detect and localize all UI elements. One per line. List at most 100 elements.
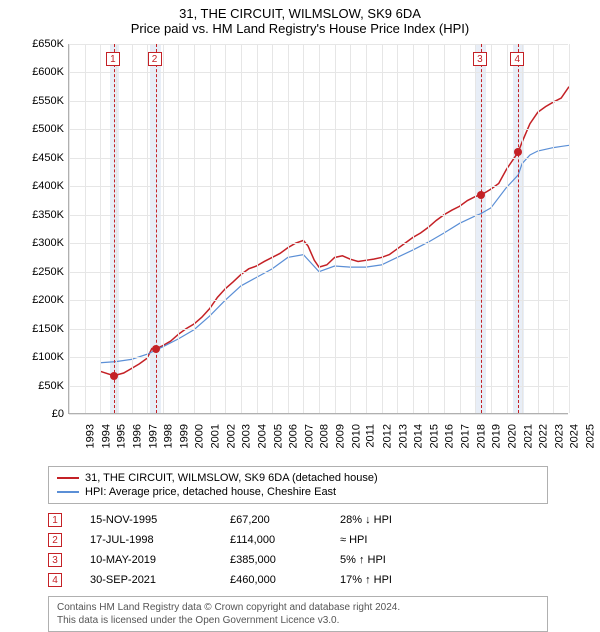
x-tick-label: 2021	[522, 424, 534, 448]
sales-row-date: 15-NOV-1995	[90, 514, 230, 526]
y-tick-label: £450K	[20, 152, 64, 164]
gridline-v	[366, 44, 367, 413]
gridline-v	[257, 44, 258, 413]
gridline-v	[288, 44, 289, 413]
legend-label: 31, THE CIRCUIT, WILMSLOW, SK9 6DA (deta…	[85, 472, 378, 484]
x-tick-label: 1993	[84, 424, 96, 448]
y-tick-label: £550K	[20, 95, 64, 107]
y-tick-label: £150K	[20, 323, 64, 335]
gridline-v	[522, 44, 523, 413]
x-tick-label: 2002	[225, 424, 237, 448]
gridline-v	[350, 44, 351, 413]
sales-row-date: 17-JUL-1998	[90, 534, 230, 546]
gridline-v	[147, 44, 148, 413]
sales-row-price: £385,000	[230, 554, 340, 566]
x-tick-label: 2014	[413, 424, 425, 448]
x-tick-label: 1996	[131, 424, 143, 448]
gridline-v	[569, 44, 570, 413]
sales-row-date: 30-SEP-2021	[90, 574, 230, 586]
x-tick-label: 1999	[178, 424, 190, 448]
gridline-h	[69, 414, 568, 415]
sales-row: 430-SEP-2021£460,00017% ↑ HPI	[48, 570, 600, 590]
x-tick-label: 2006	[288, 424, 300, 448]
y-tick-label: £250K	[20, 266, 64, 278]
gridline-v	[413, 44, 414, 413]
x-tick-label: 2012	[381, 424, 393, 448]
y-tick-label: £200K	[20, 294, 64, 306]
sales-row-date: 10-MAY-2019	[90, 554, 230, 566]
gridline-v	[69, 44, 70, 413]
sales-row: 217-JUL-1998£114,000≈ HPI	[48, 530, 600, 550]
gridline-v	[428, 44, 429, 413]
x-tick-label: 2001	[209, 424, 221, 448]
sales-row: 3 10-MAY-2019£385,0005% ↑ HPI	[48, 550, 600, 570]
x-tick-label: 2019	[491, 424, 503, 448]
legend-label: HPI: Average price, detached house, Ches…	[85, 486, 336, 498]
x-tick-label: 2024	[569, 424, 581, 448]
x-tick-label: 2013	[397, 424, 409, 448]
x-tick-label: 2005	[272, 424, 284, 448]
x-tick-label: 2016	[444, 424, 456, 448]
sales-row-price: £67,200	[230, 514, 340, 526]
x-tick-label: 2017	[459, 424, 471, 448]
marker-number-box: 4	[510, 52, 524, 66]
gridline-v	[491, 44, 492, 413]
sales-row-price: £460,000	[230, 574, 340, 586]
sale-dot	[514, 148, 522, 156]
gridline-v	[382, 44, 383, 413]
legend-swatch	[57, 477, 79, 479]
y-tick-label: £350K	[20, 209, 64, 221]
gridline-v	[460, 44, 461, 413]
legend-row-price-paid: 31, THE CIRCUIT, WILMSLOW, SK9 6DA (deta…	[57, 471, 539, 485]
gridline-v	[132, 44, 133, 413]
sales-row-delta: 5% ↑ HPI	[340, 554, 460, 566]
gridline-v	[538, 44, 539, 413]
gridline-v	[335, 44, 336, 413]
title-address: 31, THE CIRCUIT, WILMSLOW, SK9 6DA	[0, 6, 600, 21]
legend-swatch	[57, 491, 79, 493]
gridline-v	[303, 44, 304, 413]
sales-row-number: 1	[48, 513, 62, 527]
marker-dashline	[518, 44, 519, 413]
marker-number-box: 2	[148, 52, 162, 66]
x-tick-label: 2007	[303, 424, 315, 448]
x-tick-label: 2004	[256, 424, 268, 448]
sale-dot	[152, 345, 160, 353]
chart-area: £0£50K£100K£150K£200K£250K£300K£350K£400…	[20, 40, 580, 460]
x-tick-label: 2025	[584, 424, 596, 448]
y-tick-label: £0	[20, 408, 64, 420]
y-tick-label: £400K	[20, 180, 64, 192]
title-subtitle: Price paid vs. HM Land Registry's House …	[0, 21, 600, 36]
y-tick-label: £600K	[20, 66, 64, 78]
sale-dot	[110, 372, 118, 380]
gridline-v	[194, 44, 195, 413]
gridline-v	[475, 44, 476, 413]
marker-dashline	[114, 44, 115, 413]
sales-row-number: 3	[48, 553, 62, 567]
y-tick-label: £500K	[20, 123, 64, 135]
gridline-v	[163, 44, 164, 413]
gridline-v	[553, 44, 554, 413]
x-tick-label: 2000	[194, 424, 206, 448]
gridline-v	[241, 44, 242, 413]
x-tick-label: 2020	[506, 424, 518, 448]
sales-row: 1 15-NOV-1995£67,20028% ↓ HPI	[48, 510, 600, 530]
footnote-line: This data is licensed under the Open Gov…	[57, 614, 539, 627]
x-tick-label: 2018	[475, 424, 487, 448]
marker-number-box: 1	[106, 52, 120, 66]
x-tick-label: 2023	[553, 424, 565, 448]
marker-dashline	[481, 44, 482, 413]
x-tick-label: 2008	[319, 424, 331, 448]
footnote-line: Contains HM Land Registry data © Crown c…	[57, 601, 539, 614]
chart-container: 31, THE CIRCUIT, WILMSLOW, SK9 6DA Price…	[0, 0, 600, 632]
legend-row-hpi: HPI: Average price, detached house, Ches…	[57, 485, 539, 499]
x-tick-label: 1998	[163, 424, 175, 448]
x-tick-label: 2015	[428, 424, 440, 448]
y-tick-label: £650K	[20, 38, 64, 50]
sales-row-number: 4	[48, 573, 62, 587]
marker-dashline	[156, 44, 157, 413]
gridline-v	[210, 44, 211, 413]
sales-row-delta: 28% ↓ HPI	[340, 514, 460, 526]
y-tick-label: £300K	[20, 237, 64, 249]
y-tick-label: £50K	[20, 380, 64, 392]
